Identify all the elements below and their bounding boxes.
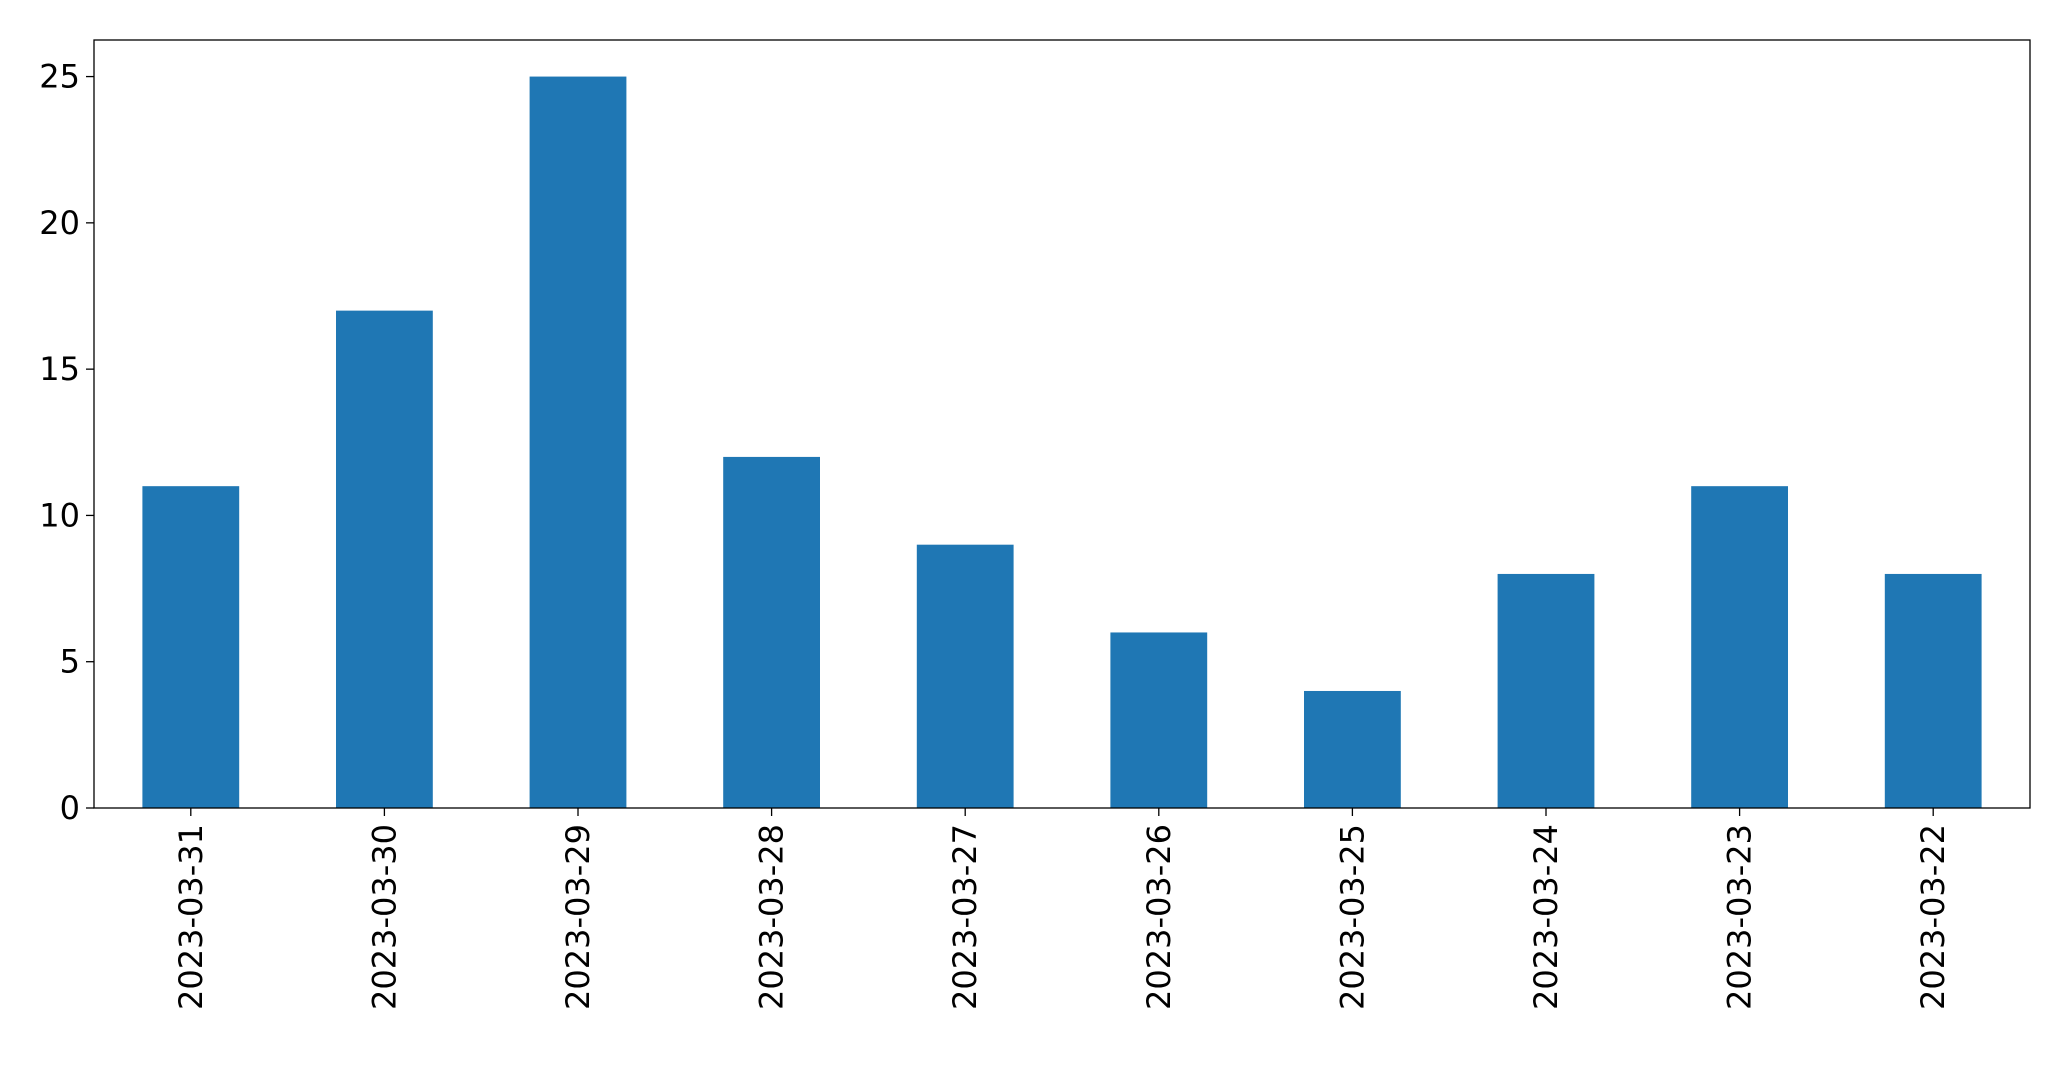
- x-tick-label: 2023-03-25: [1333, 824, 1371, 1010]
- x-tick-label: 2023-03-24: [1527, 824, 1565, 1010]
- x-tick-label: 2023-03-22: [1914, 824, 1952, 1010]
- y-tick-label: 20: [39, 204, 80, 242]
- bar: [1110, 632, 1208, 808]
- bar: [1691, 486, 1788, 808]
- bar: [916, 544, 1014, 808]
- bar: [1497, 573, 1595, 808]
- x-tick-label: 2023-03-26: [1140, 824, 1178, 1010]
- bar: [336, 310, 433, 808]
- x-tick-label: 2023-03-30: [365, 824, 403, 1010]
- y-tick-label: 0: [60, 789, 80, 827]
- x-tick-label: 2023-03-28: [753, 824, 791, 1010]
- axes-frame: [93, 39, 2031, 809]
- y-tick-label: 5: [60, 643, 80, 681]
- y-tick-label: 15: [39, 350, 80, 388]
- bar: [529, 76, 627, 809]
- bar: [1884, 573, 1982, 808]
- y-tick-label: 10: [39, 496, 80, 534]
- x-tick-label: 2023-03-29: [559, 824, 597, 1010]
- bar: [142, 486, 240, 808]
- x-tick-label: 2023-03-23: [1721, 824, 1759, 1010]
- x-tick-label: 2023-03-27: [946, 824, 984, 1010]
- y-tick-label: 25: [39, 58, 80, 96]
- bar: [1304, 690, 1401, 808]
- bar: [723, 456, 820, 808]
- x-tick-label: 2023-03-31: [172, 824, 210, 1010]
